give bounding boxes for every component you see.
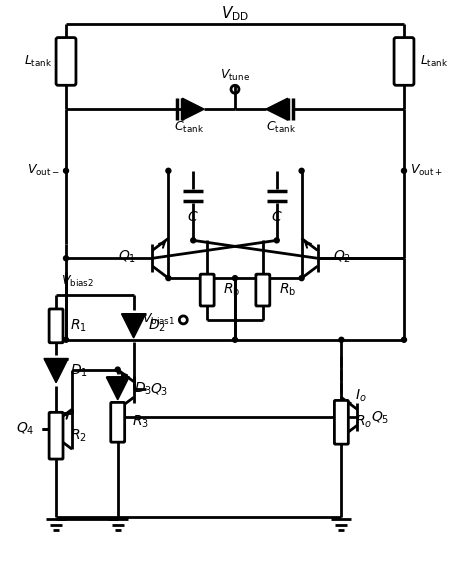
Circle shape xyxy=(401,338,407,342)
FancyBboxPatch shape xyxy=(49,309,63,343)
Text: $D_1$: $D_1$ xyxy=(70,362,88,379)
Text: $Q_2$: $Q_2$ xyxy=(333,249,352,265)
Text: $R_o$: $R_o$ xyxy=(355,414,372,431)
Polygon shape xyxy=(122,314,146,338)
Polygon shape xyxy=(44,359,68,383)
Polygon shape xyxy=(106,377,129,400)
Text: $V_{\rm DD}$: $V_{\rm DD}$ xyxy=(221,4,249,23)
Text: $C_{\rm tank}$: $C_{\rm tank}$ xyxy=(174,120,204,135)
FancyBboxPatch shape xyxy=(56,38,76,86)
Text: $R_{\rm b}$: $R_{\rm b}$ xyxy=(279,282,296,298)
Text: $Q_3$: $Q_3$ xyxy=(149,381,168,398)
Circle shape xyxy=(191,238,196,243)
Text: $L_{\rm tank}$: $L_{\rm tank}$ xyxy=(24,54,52,69)
Text: $V_{\rm out-}$: $V_{\rm out-}$ xyxy=(27,163,60,178)
Text: $V_{\rm out+}$: $V_{\rm out+}$ xyxy=(410,163,443,178)
Polygon shape xyxy=(182,98,204,120)
Text: $Q_4$: $Q_4$ xyxy=(16,421,34,437)
Text: $Q_1$: $Q_1$ xyxy=(118,249,137,265)
Circle shape xyxy=(63,168,69,173)
Circle shape xyxy=(233,275,237,281)
Text: $Q_5$: $Q_5$ xyxy=(371,409,390,425)
Text: $C$: $C$ xyxy=(188,210,199,223)
Circle shape xyxy=(299,168,304,173)
Text: $R_2$: $R_2$ xyxy=(70,428,87,444)
Circle shape xyxy=(63,255,69,261)
Circle shape xyxy=(63,338,69,342)
Text: $V_{\rm bias2}$: $V_{\rm bias2}$ xyxy=(61,274,94,289)
Text: $R_{\rm b}$: $R_{\rm b}$ xyxy=(223,282,240,298)
FancyBboxPatch shape xyxy=(111,403,125,442)
Text: $D_2$: $D_2$ xyxy=(148,318,165,334)
FancyBboxPatch shape xyxy=(49,413,63,459)
Circle shape xyxy=(115,367,120,372)
Circle shape xyxy=(339,338,344,342)
Text: $V_{\rm bias1}$: $V_{\rm bias1}$ xyxy=(142,312,175,328)
Circle shape xyxy=(166,275,171,281)
Text: $C$: $C$ xyxy=(271,210,282,223)
Text: $R_1$: $R_1$ xyxy=(70,318,87,334)
FancyBboxPatch shape xyxy=(256,274,270,306)
Text: $L_{\rm tank}$: $L_{\rm tank}$ xyxy=(420,54,448,69)
Circle shape xyxy=(299,275,304,281)
Text: $D_3$: $D_3$ xyxy=(133,380,152,397)
Text: $R_3$: $R_3$ xyxy=(132,414,149,431)
FancyBboxPatch shape xyxy=(200,274,214,306)
Text: $I_o$: $I_o$ xyxy=(355,388,367,404)
Polygon shape xyxy=(266,98,288,120)
Circle shape xyxy=(233,338,237,342)
Circle shape xyxy=(401,168,407,173)
Text: $C_{\rm tank}$: $C_{\rm tank}$ xyxy=(266,120,296,135)
FancyBboxPatch shape xyxy=(335,400,348,444)
Circle shape xyxy=(166,168,171,173)
Text: $V_{\rm tune}$: $V_{\rm tune}$ xyxy=(220,68,250,83)
FancyBboxPatch shape xyxy=(394,38,414,86)
Circle shape xyxy=(274,238,279,243)
